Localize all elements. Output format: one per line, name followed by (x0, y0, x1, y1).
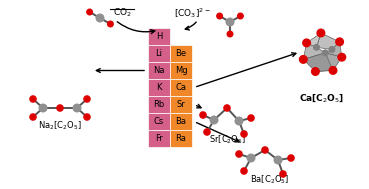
Text: Ba: Ba (176, 117, 186, 126)
Circle shape (302, 38, 311, 47)
Circle shape (261, 146, 269, 154)
Bar (170, 130, 192, 147)
Text: Ba[C$_2$O$_5$]: Ba[C$_2$O$_5$] (251, 174, 290, 186)
Text: Ca[C$_2$O$_5$]: Ca[C$_2$O$_5$] (299, 92, 345, 104)
Circle shape (96, 13, 104, 22)
Circle shape (240, 167, 248, 175)
Circle shape (56, 104, 64, 112)
Circle shape (322, 49, 329, 56)
Bar (148, 113, 170, 130)
Circle shape (337, 53, 346, 62)
Bar (170, 62, 192, 79)
Circle shape (328, 46, 335, 53)
Circle shape (273, 156, 283, 164)
Text: CO$_2$: CO$_2$ (113, 7, 131, 19)
Polygon shape (315, 53, 342, 71)
Polygon shape (317, 33, 339, 50)
Bar (170, 79, 192, 96)
Text: Ca: Ca (176, 83, 186, 92)
Bar (148, 130, 170, 147)
Circle shape (299, 55, 308, 64)
Circle shape (313, 44, 320, 51)
Circle shape (72, 104, 82, 112)
Text: Mg: Mg (175, 66, 187, 75)
Circle shape (38, 104, 48, 112)
Text: K: K (156, 83, 162, 92)
Circle shape (83, 113, 91, 121)
Text: Na$_2$[C$_2$O$_5$]: Na$_2$[C$_2$O$_5$] (38, 120, 82, 132)
Text: Fr: Fr (155, 134, 163, 143)
Text: Sr: Sr (177, 100, 185, 109)
Circle shape (216, 12, 223, 19)
Circle shape (247, 114, 255, 122)
Circle shape (287, 154, 295, 162)
Circle shape (210, 115, 218, 125)
Circle shape (86, 9, 93, 15)
Circle shape (83, 95, 91, 103)
Bar (148, 96, 170, 113)
Circle shape (29, 113, 37, 121)
Circle shape (29, 95, 37, 103)
Circle shape (223, 104, 231, 112)
Circle shape (246, 153, 255, 163)
Circle shape (237, 12, 244, 19)
Bar (148, 62, 170, 79)
Polygon shape (303, 53, 333, 71)
Text: H: H (156, 32, 162, 41)
Text: Cs: Cs (154, 117, 164, 126)
Circle shape (235, 116, 244, 125)
Text: Na: Na (153, 66, 165, 75)
Polygon shape (303, 43, 325, 59)
Bar (170, 113, 192, 130)
Text: Rb: Rb (154, 100, 165, 109)
Circle shape (240, 130, 248, 138)
Circle shape (225, 18, 235, 26)
Polygon shape (307, 33, 321, 47)
Circle shape (107, 20, 114, 28)
Circle shape (227, 30, 234, 37)
Text: Ra: Ra (176, 134, 186, 143)
Text: Be: Be (175, 49, 187, 58)
Text: Sr[C$_2$O$_5$]: Sr[C$_2$O$_5$] (210, 134, 246, 146)
Circle shape (335, 37, 344, 46)
Circle shape (199, 111, 207, 119)
Text: [CO$_3$]$^{2-}$: [CO$_3$]$^{2-}$ (174, 6, 210, 20)
Circle shape (311, 67, 320, 76)
Circle shape (235, 150, 243, 158)
Bar (170, 45, 192, 62)
Circle shape (316, 29, 325, 37)
Bar (148, 79, 170, 96)
Bar (148, 45, 170, 62)
Circle shape (279, 170, 287, 178)
Polygon shape (325, 42, 342, 57)
Circle shape (328, 66, 338, 75)
Circle shape (203, 128, 211, 136)
Bar (170, 96, 192, 113)
Bar (148, 28, 170, 45)
Text: Li: Li (155, 49, 162, 58)
